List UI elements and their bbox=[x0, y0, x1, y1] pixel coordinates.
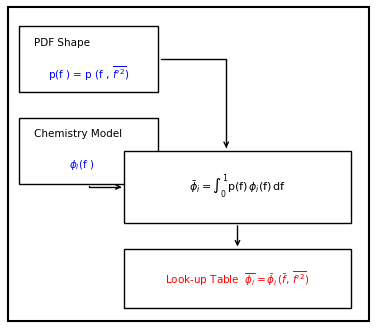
Text: PDF Shape: PDF Shape bbox=[34, 38, 90, 48]
FancyBboxPatch shape bbox=[124, 249, 351, 308]
FancyBboxPatch shape bbox=[124, 151, 351, 223]
Text: $\phi_i$(f ): $\phi_i$(f ) bbox=[69, 158, 94, 172]
FancyBboxPatch shape bbox=[8, 7, 369, 321]
FancyBboxPatch shape bbox=[19, 118, 158, 184]
Text: Chemistry Model: Chemistry Model bbox=[34, 130, 122, 139]
FancyBboxPatch shape bbox=[19, 26, 158, 92]
Text: p(f ) = p (f , $\overline{f'^{2}}$): p(f ) = p (f , $\overline{f'^{2}}$) bbox=[48, 64, 129, 83]
Text: Look-up Table  $\overline{\phi_i} = \bar{\phi}_i\,(\bar{f},\,\overline{f'^{2}})$: Look-up Table $\overline{\phi_i} = \bar{… bbox=[166, 270, 310, 288]
Text: $\bar{\phi}_i = \int_0^1\mathrm{p(f)\,}\phi_i\mathrm{(f)\,df}$: $\bar{\phi}_i = \int_0^1\mathrm{p(f)\,}\… bbox=[189, 173, 286, 201]
